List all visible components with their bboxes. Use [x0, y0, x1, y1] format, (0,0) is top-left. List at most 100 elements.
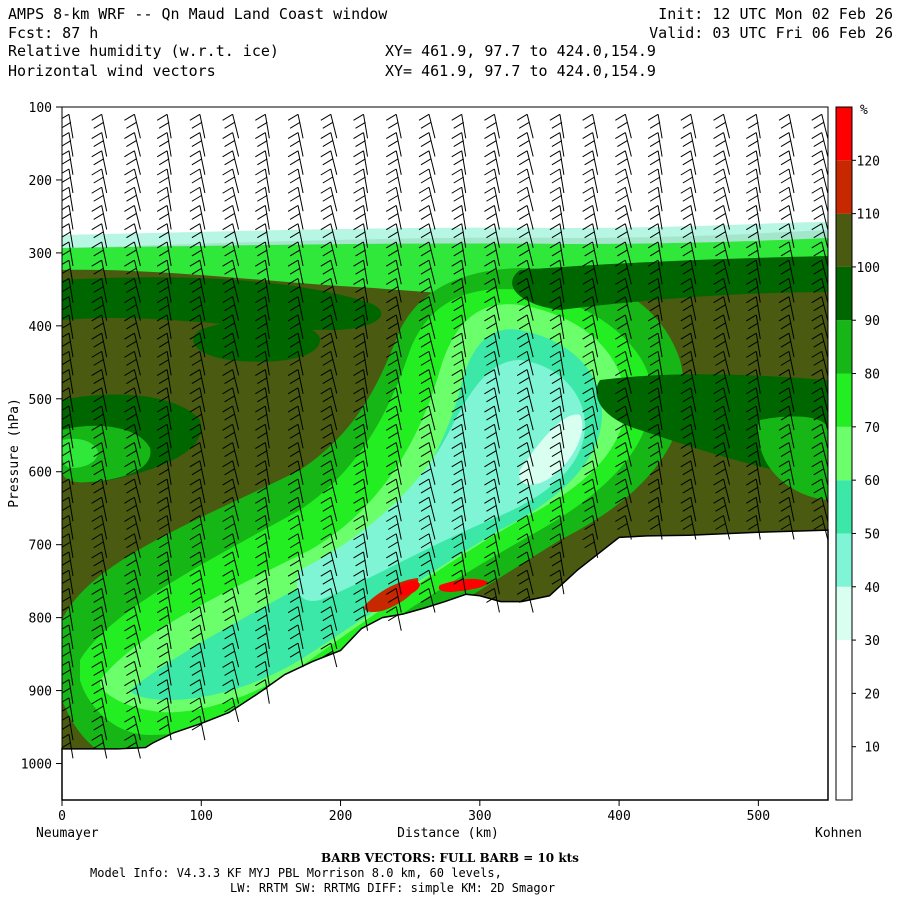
wind-barb [222, 442, 240, 467]
wind-barb [222, 496, 240, 522]
wind-barb [385, 186, 402, 212]
wind-barb [353, 150, 369, 175]
wind-barb [680, 223, 697, 248]
wind-barb [255, 405, 270, 431]
wind-barb [746, 186, 761, 212]
y-tick-label: 900 [29, 685, 52, 700]
wind-barb [189, 259, 206, 285]
wind-barb [255, 496, 270, 522]
wind-barb [484, 186, 500, 212]
wind-barb [320, 113, 338, 139]
wind-barb [189, 332, 206, 358]
wind-barb [680, 241, 697, 267]
wind-barb [451, 478, 467, 504]
wind-barb [418, 533, 436, 558]
wind-barb [484, 588, 500, 613]
wind-barb [713, 296, 731, 321]
x-tick-label: 500 [747, 809, 770, 824]
wind-barb [320, 241, 338, 267]
wind-barb [320, 496, 338, 522]
wind-barb [516, 423, 534, 449]
wind-barb [680, 496, 697, 522]
wind-barb [549, 496, 565, 522]
wind-barb [647, 350, 663, 376]
wind-barb [516, 277, 534, 303]
wind-barb [189, 168, 206, 194]
wind-barb [516, 387, 534, 412]
wind-barb [811, 296, 828, 321]
wind-barb [255, 277, 270, 303]
wind-barb [778, 113, 795, 139]
wind-barb [287, 350, 304, 376]
wind-barb [189, 405, 206, 431]
wind-barb [91, 223, 108, 248]
wind-barb [353, 405, 369, 431]
wind-barb [713, 350, 731, 376]
wind-barb [62, 259, 74, 285]
wind-barb [287, 113, 304, 139]
wind-barb [451, 205, 467, 230]
wind-barb [320, 150, 338, 175]
wind-barb [811, 423, 828, 449]
wind-barb [549, 533, 565, 558]
wind-barb [156, 606, 172, 631]
wind-barb [484, 460, 500, 485]
wind-barb [320, 277, 338, 303]
wind-barb [124, 314, 141, 340]
wind-barb [746, 332, 761, 358]
wind-barb [647, 223, 663, 248]
colorbar-label: 50 [864, 527, 880, 542]
wind-barb [746, 314, 761, 339]
colorbar-label: 60 [864, 474, 880, 489]
wind-barb [418, 132, 436, 157]
y-tick-label: 1000 [21, 758, 52, 773]
wind-barb [615, 460, 632, 485]
wind-barb [91, 259, 108, 285]
wind-barb [713, 186, 731, 212]
wind-barb [680, 460, 697, 485]
wind-barb [222, 150, 240, 175]
wind-barb [615, 132, 632, 157]
wind-barb [615, 113, 632, 139]
wind-barb [385, 460, 402, 485]
wind-barb [385, 113, 402, 139]
wind-barb [124, 113, 141, 139]
wind-barb [62, 588, 74, 613]
x-tick-label: 0 [58, 809, 66, 824]
barb-legend-text: BARB VECTORS: FULL BARB = 10 kts [321, 851, 579, 865]
wind-barb [62, 132, 74, 157]
wind-barb [451, 350, 467, 376]
wind-barb [680, 314, 697, 340]
wind-barb [778, 332, 795, 358]
wind-barb [615, 515, 632, 540]
wind-barb [353, 423, 369, 449]
wind-barb [549, 223, 565, 248]
x-tick-label: 200 [329, 809, 352, 824]
wind-barb [484, 314, 500, 340]
wind-barb [320, 533, 338, 558]
wind-barb [582, 405, 599, 431]
wind-barb [255, 478, 270, 504]
x-axis-label: Distance (km) [397, 826, 499, 841]
wind-barb [451, 241, 467, 267]
wind-barb [680, 369, 697, 394]
wind-barb [746, 460, 761, 485]
wind-barb [811, 259, 828, 285]
wind-barb [647, 387, 663, 412]
wind-barb [189, 132, 206, 157]
wind-barb [189, 533, 206, 558]
wind-barb [811, 277, 828, 303]
wind-barb [320, 369, 338, 394]
wind-barb [156, 296, 172, 321]
wind-barb [778, 496, 795, 522]
header-xy-range-1: XY= 461.9, 97.7 to 424.0,154.9 [385, 42, 656, 60]
wind-barb [713, 369, 731, 394]
wind-barb [222, 113, 240, 139]
wind-barb [549, 551, 565, 577]
wind-barb [189, 277, 206, 303]
wind-barb [516, 241, 534, 267]
wind-barb [516, 186, 534, 212]
wind-barb [124, 733, 141, 759]
wind-barb [778, 350, 795, 376]
wind-barb [255, 223, 270, 248]
